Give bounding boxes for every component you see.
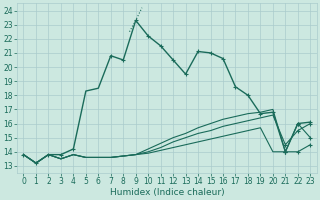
X-axis label: Humidex (Indice chaleur): Humidex (Indice chaleur)	[109, 188, 224, 197]
